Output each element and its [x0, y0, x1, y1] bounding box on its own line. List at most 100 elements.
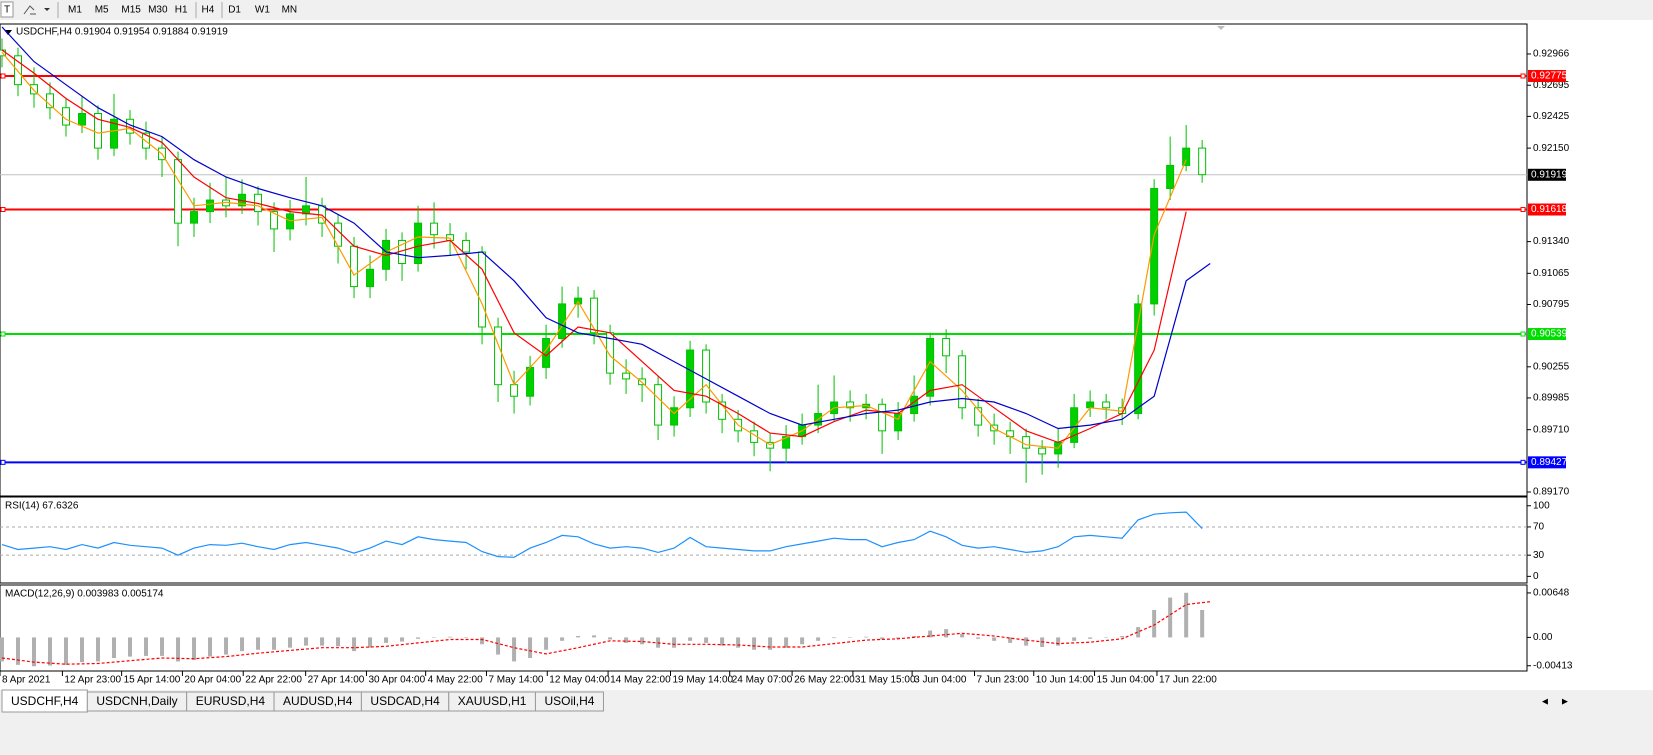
period-button[interactable]: W1: [255, 5, 270, 16]
candle-body: [1038, 447, 1047, 455]
macd-bar: [160, 637, 165, 656]
tab-label[interactable]: USOil,H4: [544, 694, 594, 708]
macd-bar: [928, 630, 933, 638]
y-tick-label: 0.89170: [1533, 487, 1570, 498]
price-label: 0.91919: [1531, 169, 1568, 180]
macd-bar: [368, 637, 373, 648]
period-button[interactable]: M5: [95, 5, 109, 16]
y-tick-label: 0.92150: [1533, 143, 1570, 154]
dropdown-arrow[interactable]: [44, 8, 50, 11]
macd-bar: [240, 637, 245, 652]
x-tick-label: 30 Apr 04:00: [368, 675, 425, 686]
macd-bar: [272, 637, 277, 650]
macd-bar: [576, 636, 581, 638]
macd-bar: [288, 637, 293, 648]
tab-label[interactable]: AUDUSD,H4: [283, 694, 353, 708]
period-button[interactable]: MN: [282, 5, 298, 16]
candle-body: [206, 199, 215, 213]
toolbar: [0, 0, 1653, 20]
macd-bar: [768, 637, 773, 650]
period-button[interactable]: D1: [228, 5, 241, 16]
x-tick-label: 15 Apr 14:00: [124, 675, 181, 686]
macd-bar: [960, 633, 965, 638]
macd-bar: [0, 637, 4, 662]
moving-average: [1, 49, 1187, 444]
macd-bar: [1120, 636, 1125, 638]
shapes-tool[interactable]: [23, 5, 36, 15]
tab-label[interactable]: USDCAD,H4: [370, 694, 440, 708]
candle-body: [1022, 436, 1031, 449]
candle-body: [942, 338, 951, 357]
macd-bar: [592, 635, 597, 638]
text-tool[interactable]: [0, 1, 14, 18]
y-tick-label: 0.92425: [1533, 111, 1570, 122]
candle-body: [1198, 147, 1207, 176]
tab-label[interactable]: EURUSD,H4: [196, 694, 266, 708]
level-label-box: [1528, 456, 1566, 469]
macd-bar: [96, 637, 101, 662]
x-tick-label: 17 Jun 22:00: [1159, 675, 1217, 686]
candle-body: [462, 239, 471, 253]
y-tick-label: 0.89710: [1533, 424, 1570, 435]
candle-body: [958, 355, 967, 409]
level-handle: [0, 207, 6, 213]
x-tick-label: 19 May 14:00: [672, 675, 733, 686]
x-tick-label: 26 May 22:00: [794, 675, 855, 686]
macd-bar: [1168, 597, 1173, 638]
period-button[interactable]: M1: [68, 5, 82, 16]
x-tick-label: 22 Apr 22:00: [245, 675, 302, 686]
macd-bar: [1104, 637, 1109, 638]
scroll-right[interactable]: ►: [1560, 697, 1570, 708]
macd-bar: [784, 637, 789, 648]
period-button[interactable]: M15: [121, 5, 141, 16]
candle-body: [1150, 188, 1159, 305]
macd-bar: [720, 637, 725, 646]
period-button[interactable]: H4: [202, 5, 215, 16]
main-panel: [0, 23, 1528, 497]
macd-bar: [1184, 592, 1189, 638]
y-tick-label: 0.89985: [1533, 393, 1570, 404]
macd-bar: [640, 637, 645, 645]
macd-panel: [0, 584, 1528, 672]
candle-body: [1070, 407, 1079, 443]
period-button[interactable]: H1: [175, 5, 188, 16]
macd-bar: [400, 637, 405, 642]
level-label: 0.89427: [1531, 457, 1568, 468]
candle-body: [286, 213, 295, 230]
tab-label[interactable]: USDCNH,Daily: [96, 694, 177, 708]
level-label-box: [1528, 328, 1566, 341]
text-tool-icon: T: [4, 5, 10, 16]
candle-body: [622, 372, 631, 380]
status-area: [0, 714, 1653, 755]
candle-body: [1134, 303, 1143, 415]
tab-label[interactable]: USDCHF,H4: [11, 694, 79, 708]
y-tick-label: 0.90255: [1533, 361, 1570, 372]
macd-bar: [992, 637, 997, 641]
x-tick-label: 20 Apr 04:00: [184, 675, 241, 686]
level-handle: [0, 73, 6, 79]
macd-bar: [1088, 637, 1093, 639]
macd-bar: [1072, 637, 1077, 641]
macd-bar: [1136, 627, 1141, 638]
candle-body: [110, 118, 119, 149]
period-button[interactable]: M30: [148, 5, 168, 16]
candle-body: [526, 366, 535, 397]
macd-bar: [1056, 637, 1061, 646]
tab[interactable]: [534, 691, 604, 712]
macd-bar: [80, 637, 85, 663]
tab-label[interactable]: XAUUSD,H1: [458, 694, 527, 708]
level-label-box: [1528, 70, 1566, 83]
candle-body: [494, 326, 503, 386]
level-handle: [0, 331, 6, 337]
candle-body: [1166, 164, 1175, 190]
x-tick-label: 4 May 22:00: [428, 675, 483, 686]
x-tick-label: 10 Jun 14:00: [1036, 675, 1094, 686]
level-handle: [1520, 73, 1526, 79]
macd-bar: [432, 637, 437, 638]
rsi-title: RSI(14) 67.6326: [5, 501, 79, 512]
macd-bar: [384, 637, 389, 643]
scroll-left[interactable]: ◄: [1540, 697, 1550, 708]
y-tick-label: 0.92966: [1533, 49, 1570, 60]
x-tick-label: 12 May 04:00: [549, 675, 610, 686]
x-tick-label: 14 May 22:00: [610, 675, 671, 686]
